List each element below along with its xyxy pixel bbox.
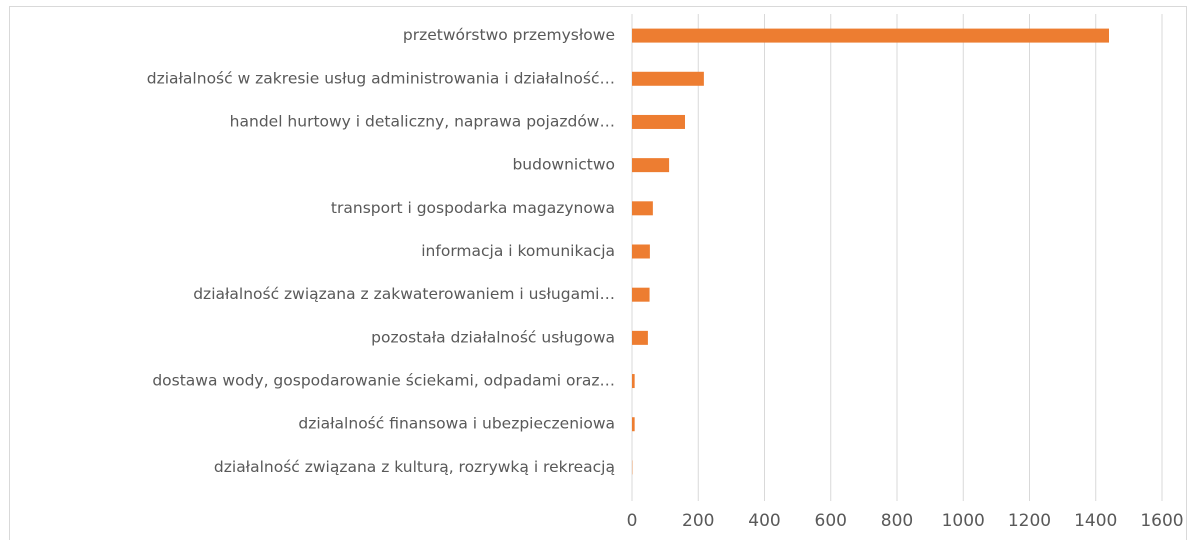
bar: [632, 245, 650, 259]
bar: [632, 331, 648, 345]
y-tick-label: przetwórstwo przemysłowe: [403, 26, 615, 44]
x-tick-label: 1000: [942, 511, 985, 531]
y-tick-label: transport i gospodarka magazynowa: [331, 199, 615, 217]
bar: [632, 115, 685, 129]
bar: [632, 417, 635, 431]
x-tick-label: 600: [815, 511, 847, 531]
y-tick-label: dostawa wody, gospodarowanie ściekami, o…: [152, 372, 615, 390]
y-tick-label: budownictwo: [512, 156, 615, 174]
bar: [632, 201, 653, 215]
bar: [632, 29, 1109, 43]
bar: [632, 288, 650, 302]
y-tick-label: działalność finansowa i ubezpieczeniowa: [298, 415, 615, 433]
x-tick-label: 1600: [1140, 511, 1183, 531]
bar: [632, 72, 704, 86]
x-tick-label: 0: [627, 511, 638, 531]
x-tick-label: 1400: [1074, 511, 1117, 531]
y-tick-label: handel hurtowy i detaliczny, naprawa poj…: [230, 112, 615, 130]
y-tick-label: działalność w zakresie usług administrow…: [147, 69, 615, 87]
y-tick-label: działalność związana z zakwaterowaniem i…: [193, 285, 615, 303]
y-tick-label: pozostała działalność usługowa: [371, 328, 615, 346]
x-tick-label: 200: [682, 511, 714, 531]
bar: [632, 158, 669, 172]
x-tick-label: 800: [881, 511, 913, 531]
bar: [632, 374, 635, 388]
y-tick-label: działalność związana z kulturą, rozrywką…: [214, 458, 615, 476]
y-tick-label: informacja i komunikacja: [421, 242, 615, 260]
x-tick-label: 400: [748, 511, 780, 531]
x-tick-label: 1200: [1008, 511, 1051, 531]
